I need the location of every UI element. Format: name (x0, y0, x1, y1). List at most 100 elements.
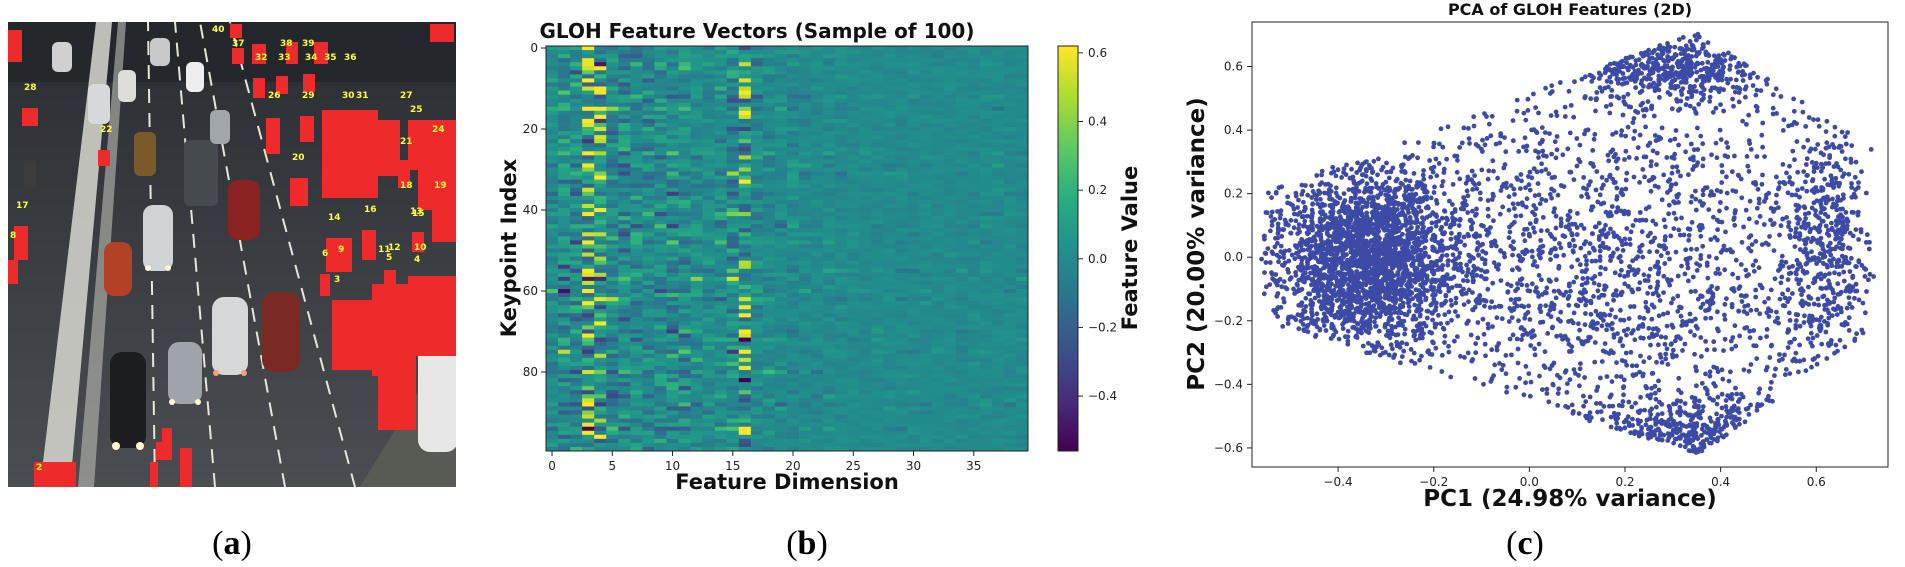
heatmap-cell (955, 62, 969, 67)
heatmap-cell (943, 94, 957, 100)
heatmap-cell (666, 199, 679, 205)
heatmap-cell (726, 86, 740, 91)
heatmap-cell (678, 127, 691, 132)
heatmap-cell (738, 143, 752, 148)
heatmap-cell (690, 98, 704, 104)
heatmap-cell (738, 361, 752, 367)
heatmap-cell (835, 309, 848, 314)
heatmap-cell (1003, 208, 1017, 213)
heatmap-cell (690, 337, 704, 343)
heatmap-cell (630, 179, 643, 185)
heatmap-cell (859, 139, 872, 144)
heatmap-cell (1003, 58, 1017, 63)
heatmap-cell (979, 289, 993, 294)
heatmap-cell (1003, 78, 1017, 83)
heatmap-cell (955, 317, 969, 322)
heatmap-cell (594, 151, 607, 156)
heatmap-cell (606, 114, 619, 120)
heatmap-cell (726, 90, 740, 95)
heatmap-cell (811, 256, 824, 262)
heatmap-cell (642, 58, 655, 63)
heatmap-cell (1003, 50, 1017, 55)
heatmap-cell (642, 414, 655, 419)
headlight (195, 399, 201, 405)
heatmap-cell (582, 240, 595, 245)
heatmap-cell (750, 341, 764, 347)
heatmap-cell (546, 284, 559, 290)
heatmap-cell (666, 402, 679, 407)
heatmap-cell (883, 171, 896, 176)
heatmap-cell (702, 167, 716, 172)
heatmap-cell (558, 374, 571, 379)
heatmap-cell (738, 418, 752, 424)
heatmap-cell (630, 422, 643, 428)
scatter-point (1333, 190, 1339, 196)
heatmap-cell (955, 446, 969, 452)
heatmap-cell (630, 86, 643, 91)
heatmap-x-tick-label: 5 (608, 459, 616, 473)
heatmap-cell (835, 114, 848, 120)
heatmap-cell (943, 118, 957, 124)
heatmap-cell (967, 167, 981, 172)
scatter-point (1269, 271, 1275, 277)
heatmap-cell (726, 46, 740, 51)
heatmap-cell (907, 135, 920, 140)
heatmap-cell (762, 191, 776, 197)
heatmap-cell (847, 386, 860, 391)
heatmap-cell (811, 361, 824, 367)
heatmap-cell (895, 309, 908, 314)
heatmap-cell (1003, 216, 1017, 221)
heatmap-cell (546, 90, 559, 95)
heatmap-cell (895, 135, 908, 140)
heatmap-cell (943, 317, 957, 322)
heatmap-cell (931, 195, 945, 201)
heatmap-cell (606, 90, 619, 95)
heatmap-cell (714, 418, 728, 424)
heatmap-cell (943, 256, 957, 262)
heatmap-cell (774, 70, 788, 75)
heatmap-cell (1003, 139, 1017, 144)
heatmap-cell (895, 382, 908, 387)
heatmap-cell (690, 54, 704, 59)
heatmap-cell (750, 208, 764, 213)
heatmap-cell (630, 276, 643, 282)
heatmap-cell (654, 442, 667, 448)
heatmap-cell (883, 386, 896, 391)
heatmap-cell (967, 341, 981, 347)
heatmap-cell (871, 102, 884, 108)
heatmap-cell (883, 212, 896, 217)
heatmap-cell (979, 402, 993, 407)
heatmap-cell (738, 159, 752, 164)
heatmap-cell (642, 199, 655, 205)
heatmap-cell (1003, 414, 1017, 419)
heatmap-cell (943, 446, 957, 452)
heatmap-cell (654, 46, 667, 51)
heatmap-cell (847, 102, 860, 108)
heatmap-cell (1003, 228, 1017, 233)
heatmap-cell (570, 293, 583, 298)
heatmap-cell (774, 195, 788, 201)
heatmap-cell (835, 74, 848, 79)
heatmap-cell (1015, 345, 1029, 351)
heatmap-cell (762, 289, 776, 294)
heatmap-cell (1003, 66, 1017, 71)
heatmap-cell (726, 382, 740, 387)
heatmap-cell (931, 256, 945, 262)
heatmap-cell (558, 357, 571, 363)
heatmap-cell (654, 305, 667, 310)
heatmap-cell (979, 361, 993, 367)
heatmap-cell (774, 410, 788, 415)
heatmap-cell (762, 394, 776, 399)
scatter-point (1355, 160, 1360, 166)
heatmap-cell (582, 321, 595, 326)
heatmap-cell (642, 264, 655, 270)
heatmap-cell (967, 280, 981, 286)
heatmap-cell (931, 365, 945, 371)
heatmap-cell (570, 329, 583, 334)
heatmap-cell (570, 438, 583, 444)
heatmap-cell (570, 118, 583, 124)
heatmap-cell (991, 293, 1005, 298)
heatmap-cell (630, 293, 643, 298)
colorbar-tick-label: −0.4 (1088, 389, 1117, 403)
heatmap-cell (726, 422, 740, 428)
